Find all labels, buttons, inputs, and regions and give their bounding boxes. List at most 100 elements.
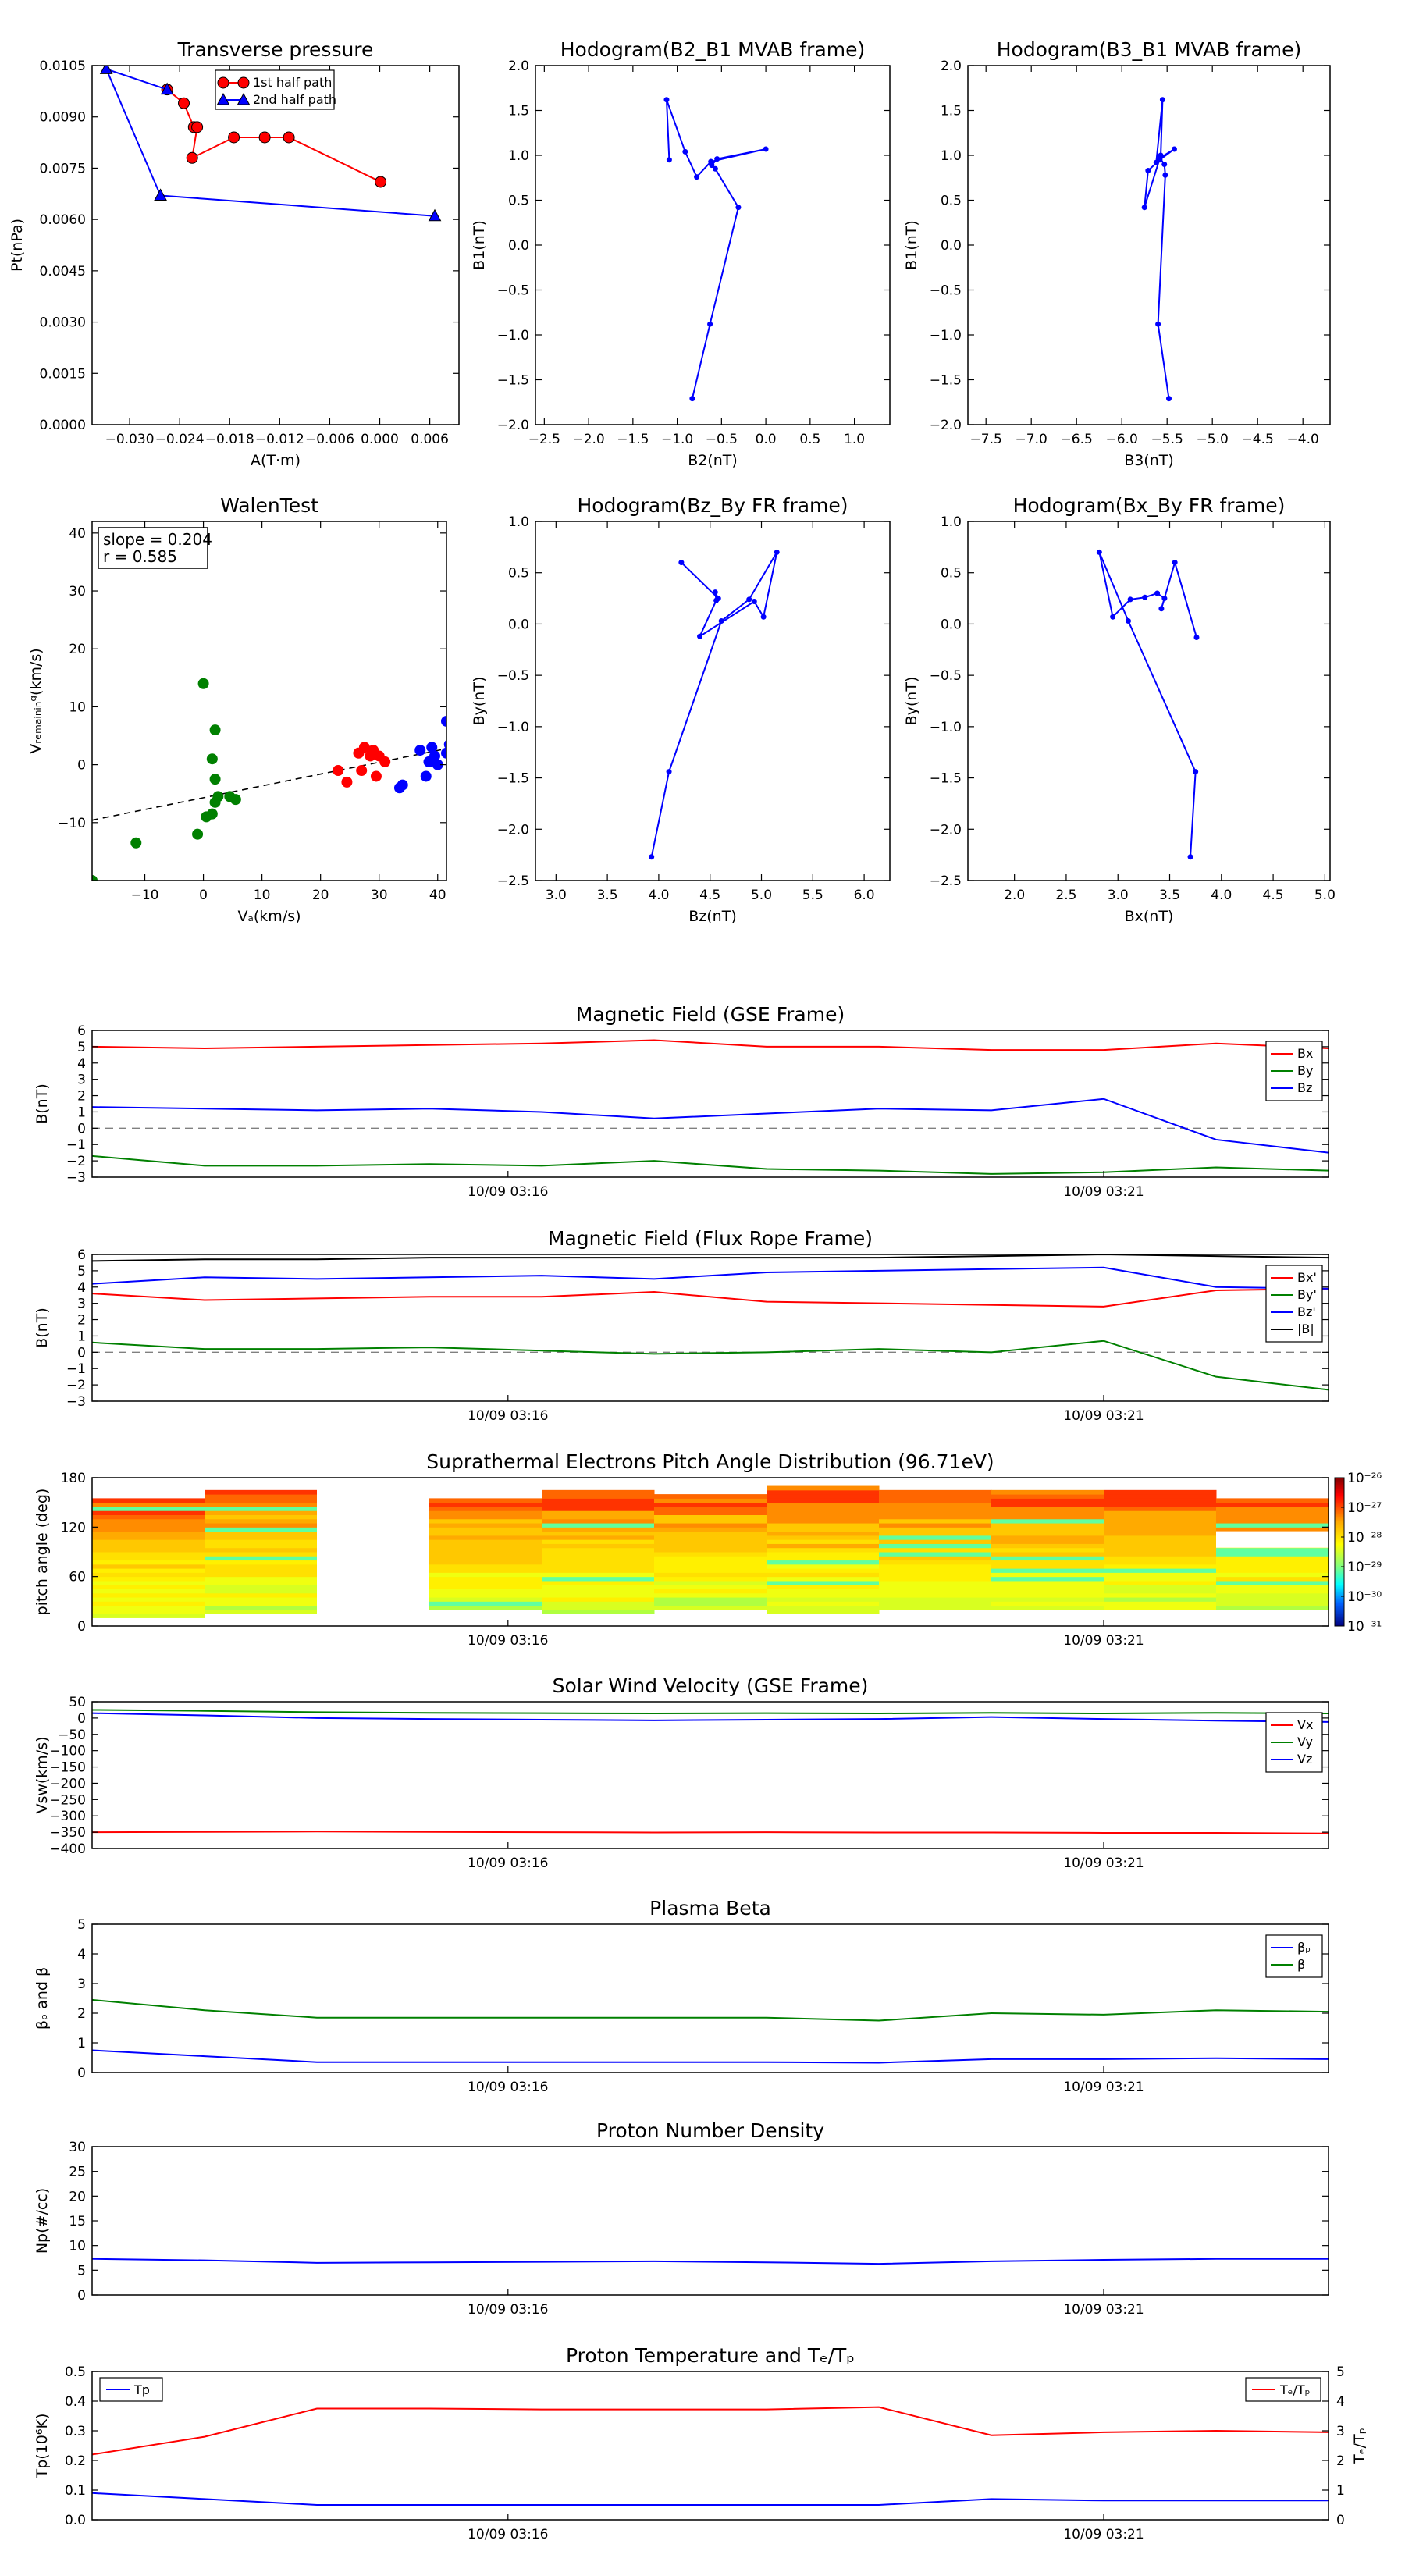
- heatmap-cell: [767, 1580, 880, 1585]
- x-tick-label: −4.0: [1287, 432, 1319, 447]
- heatmap-cell: [205, 1556, 318, 1561]
- heatmap-cell: [879, 1498, 992, 1503]
- heatmap-cell: [205, 1531, 318, 1536]
- heatmap-cell: [767, 1547, 880, 1553]
- plot-area: [92, 1254, 1329, 1391]
- heatmap-cell: [92, 1527, 205, 1532]
- heatmap-cell: [767, 1585, 880, 1589]
- x-tick-label: −0.012: [255, 432, 304, 447]
- series-line-2: [92, 1098, 1329, 1154]
- data-point: [1110, 614, 1116, 620]
- annotation-box: [98, 527, 208, 569]
- heatmap-cell: [767, 1556, 880, 1561]
- heatmap-cell: [429, 1523, 542, 1528]
- data-point: [92, 875, 98, 881]
- y-tick-label: 3: [77, 1073, 86, 1088]
- x-tick-label: 40: [429, 888, 446, 903]
- heatmap-cell: [205, 1547, 318, 1553]
- heatmap-cell: [542, 1564, 655, 1569]
- y-tick-label: 0: [77, 1711, 86, 1727]
- series-line-3: [92, 1254, 1329, 1262]
- y-tick-label: 3: [77, 1297, 86, 1312]
- y-tick-label: −50: [58, 1727, 86, 1743]
- y-tick-label: −0.5: [497, 668, 529, 684]
- heatmap-cell: [991, 1552, 1104, 1557]
- data-point: [1158, 606, 1165, 612]
- data-point: [712, 165, 718, 172]
- data-point: [1172, 560, 1178, 566]
- y-axis-label: By(nT): [471, 677, 488, 726]
- y-tick-label: 4: [77, 1947, 86, 1962]
- heatmap-cell: [92, 1552, 205, 1557]
- heatmap-cell: [205, 1568, 318, 1573]
- plot-area: [99, 66, 442, 222]
- y-tick-label: 5: [77, 1917, 86, 1933]
- x-tick-label: 10/09 03:16: [468, 2527, 548, 2542]
- heatmap-cell: [542, 1576, 655, 1582]
- plot-frame: [967, 65, 1331, 425]
- heatmap-cell: [542, 1585, 655, 1589]
- heatmap-cell: [542, 1502, 655, 1507]
- heatmap-cell: [879, 1506, 992, 1511]
- y-tick-label: −1: [66, 1137, 86, 1153]
- y-tick-label: 30: [69, 584, 86, 600]
- heatmap-cell: [991, 1539, 1104, 1544]
- data-point: [186, 151, 198, 164]
- chart-title: Suprathermal Electrons Pitch Angle Distr…: [426, 1450, 994, 1473]
- chart-hodo_bzby: Hodogram(Bz_By FR frame) By(nT) Bz(nT) 3.0 3…: [471, 494, 891, 925]
- x-tick-label: −6.0: [1106, 432, 1138, 447]
- data-point: [441, 715, 446, 727]
- data-point: [1159, 97, 1165, 103]
- y-tick-label: −1.0: [930, 720, 962, 735]
- data-point: [1141, 205, 1147, 211]
- data-point: [443, 739, 446, 749]
- data-point: [228, 131, 240, 144]
- data-point: [197, 678, 209, 689]
- data-point: [154, 188, 167, 201]
- heatmap-cell: [879, 1568, 992, 1573]
- colorbar-tick-label: 10⁻²⁶: [1347, 1471, 1382, 1486]
- y-axis-label: B1(nT): [471, 220, 488, 270]
- heatmap-cell: [654, 1510, 767, 1515]
- heatmap-cell: [879, 1560, 992, 1565]
- y-tick-label: 0.5: [941, 194, 962, 209]
- heatmap-cell: [654, 1589, 767, 1594]
- heatmap-cell: [542, 1543, 655, 1549]
- heatmap-cell: [879, 1535, 992, 1540]
- y-tick-label: 20: [69, 642, 86, 657]
- heatmap-cell: [654, 1527, 767, 1532]
- heatmap-cell: [991, 1543, 1104, 1549]
- data-point: [714, 156, 720, 162]
- plot-area: [92, 1709, 1329, 1834]
- data-point: [441, 747, 446, 759]
- y-tick-label: 50: [69, 1695, 86, 1710]
- data-point: [209, 724, 221, 736]
- x-tick-label: 4.5: [1263, 888, 1284, 903]
- plot-area: [649, 549, 780, 860]
- x-tick-label: −7.5: [970, 432, 1002, 447]
- chart-title: Hodogram(Bx_By FR frame): [1013, 494, 1286, 517]
- legend-label: Bz': [1297, 1304, 1316, 1319]
- y-axis-label: Pt(nPa): [9, 219, 26, 272]
- legend-label: Tp: [133, 2382, 150, 2397]
- y-tick-label: 120: [61, 1520, 86, 1535]
- series-line-0: [92, 2492, 1329, 2506]
- heatmap-cell: [205, 1589, 318, 1594]
- heatmap-cell: [1104, 1531, 1217, 1536]
- heatmap-cell: [879, 1510, 992, 1515]
- data-point: [209, 774, 221, 785]
- chart-walen: WalenTest Vᵣₑₘₐᵢₙᵢₙᵍ(km/s) Vₐ(km/s) −10 0 10 2…: [27, 494, 447, 925]
- heatmap-cell: [879, 1527, 992, 1532]
- y-axis-label: B(nT): [34, 1083, 51, 1124]
- heatmap-cell: [767, 1502, 880, 1507]
- y-tick-label: 0.0: [508, 238, 529, 254]
- heatmap-cell: [1104, 1560, 1217, 1565]
- heatmap-cell: [429, 1506, 542, 1511]
- x-tick-label: 10/09 03:16: [468, 2080, 548, 2095]
- series-line-0: [92, 2258, 1329, 2265]
- y-tick-label: 2.0: [508, 59, 529, 74]
- y-tick-label: −2.0: [497, 418, 529, 433]
- y-tick-label: −150: [49, 1760, 86, 1776]
- series-line-0: [92, 1039, 1329, 1051]
- x-tick-label: 10/09 03:16: [468, 1184, 548, 1200]
